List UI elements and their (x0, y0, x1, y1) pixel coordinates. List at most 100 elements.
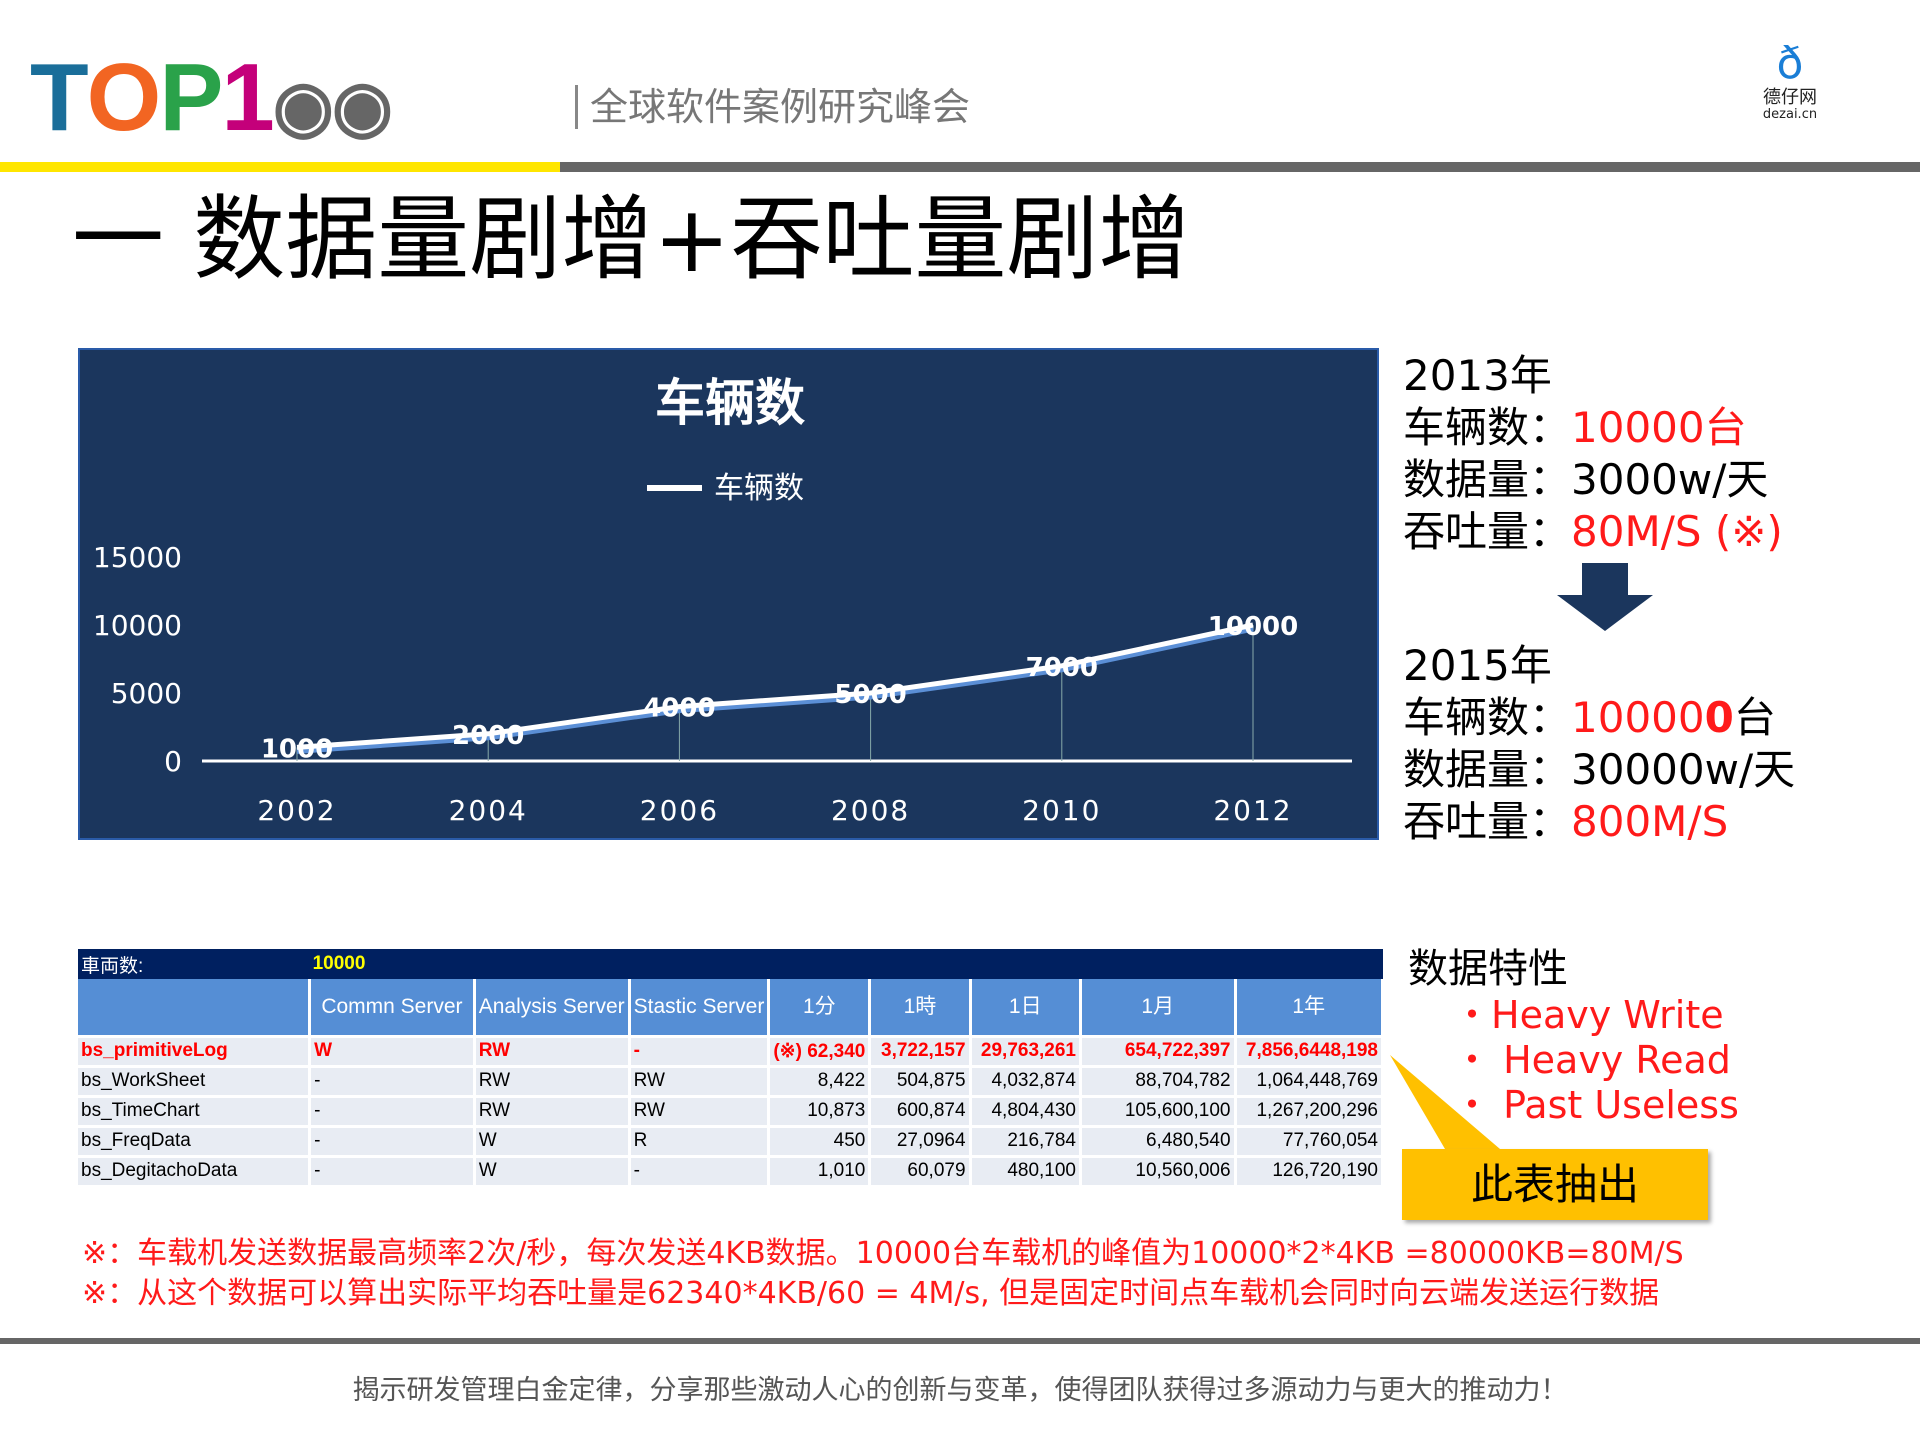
callout-box: 此表抽出 (1402, 1149, 1708, 1220)
table-cell: 216,784 (970, 1126, 1083, 1158)
data-label: 7000 (1026, 653, 1098, 683)
column-header: 1月 (1080, 979, 1237, 1038)
table-row: bs_WorkSheet - RW RW 8,422 504,875 4,032,874 88… (78, 1066, 1385, 1098)
stats-2015: 2015年 车辆数：100000台 数据量：30000w/天 吞吐量：800M/… (1403, 640, 1795, 848)
data-value: 30000w/天 (1571, 745, 1796, 794)
table-cell: 480,100 (970, 1156, 1083, 1188)
label: 车辆数： (1403, 403, 1572, 452)
vehicles-unit: 台 (1733, 693, 1776, 742)
feature-item: ・ Past Useless (1453, 1083, 1739, 1127)
x-tick-label: 2012 (1213, 794, 1292, 827)
data-label: 10000 (1208, 612, 1298, 642)
vehicle-count-chart: 车辆数 车辆数 15000 10000 5000 0 2002 2004 2006 2008 2… (78, 348, 1379, 840)
page-title: 一 数据量剧增+吞吐量剧增 (72, 186, 1191, 293)
table-cell: bs_primitiveLog (78, 1036, 312, 1068)
footer-slogan: 揭示研发管理白金定律，分享那些激动人心的创新与变革，使得团队获得过多源动力与更大… (352, 1375, 1568, 1406)
table-cell: 7,856,6448,198 (1235, 1036, 1385, 1068)
table-cell: - (629, 1156, 771, 1188)
table-cell: R (629, 1126, 771, 1158)
label: 吞吐量： (1403, 797, 1572, 846)
top-label: 車両数: (78, 949, 310, 979)
table-top-row: 車両数: 10000 (78, 949, 1383, 979)
footnote-1: ※：车载机发送数据最高频率2次/秒，每次发送4KB数据。10000台车载机的峰值… (82, 1236, 1684, 1271)
x-tick-label: 2010 (1022, 794, 1101, 827)
feature-item: ・Heavy Write (1453, 993, 1724, 1037)
conference-subtitle: 全球软件案例研究峰会 (575, 85, 970, 129)
table-cell: W (474, 1156, 631, 1188)
label: 吞吐量： (1403, 507, 1572, 556)
table-row: bs_TimeChart - RW RW 10,873 600,874 4,804,430 1… (78, 1096, 1385, 1128)
year-2013: 2013年 (1403, 351, 1552, 400)
x-tick-label: 2006 (640, 794, 719, 827)
features-title: 数据特性 (1408, 946, 1568, 992)
table-cell: RW (474, 1096, 631, 1128)
top1-logo: TOP1◉◉ (30, 44, 393, 151)
throughput-value: 80M/S (※) (1571, 507, 1783, 556)
x-tick-label: 2002 (257, 794, 336, 827)
table-cell: 1,267,200,296 (1235, 1096, 1385, 1128)
data-label: 2000 (452, 721, 524, 751)
y-tick-label: 10000 (93, 609, 182, 642)
table-cell: 1,064,448,769 (1235, 1066, 1385, 1098)
table-cell: RW (474, 1036, 631, 1068)
table-cell: - (309, 1066, 476, 1098)
callout-pointer (1390, 1055, 1500, 1149)
data-label: 4000 (643, 694, 715, 724)
top-value: 10000 (309, 949, 1383, 979)
column-header: Stastic Server (629, 979, 771, 1038)
legend-label: 车辆数 (714, 471, 804, 506)
table-cell: 10,873 (768, 1096, 872, 1128)
series-line (296, 622, 1254, 750)
dezai-logo: ð 德仔网 dezai.cn (1755, 38, 1825, 122)
table-cell: 10,560,006 (1080, 1156, 1237, 1188)
column-header: 1年 (1235, 979, 1385, 1038)
table-cell: 1,010 (768, 1156, 872, 1188)
table-cell: 126,720,190 (1235, 1156, 1385, 1188)
table-row: bs_DegitachoData - W -1,010 60,079 480,100 10,… (78, 1156, 1385, 1188)
table-cell: 88,704,782 (1080, 1066, 1237, 1098)
table-row: bs_primitiveLog W RW - (※) 62,340 3,722,157 29… (78, 1036, 1385, 1068)
table-cell: - (309, 1156, 476, 1188)
y-tick-label: 0 (164, 745, 182, 778)
table-cell: 4,804,430 (970, 1096, 1083, 1128)
table-cell: 77,760,054 (1235, 1126, 1385, 1158)
table-cell: 504,875 (869, 1066, 972, 1098)
chart-svg: 车辆数 车辆数 15000 10000 5000 0 2002 2004 2006 2008 2… (93, 374, 1352, 827)
arrow-down-icon (1557, 563, 1653, 631)
footer-divider (0, 1338, 1920, 1344)
data-label: 1000 (261, 734, 333, 764)
column-header (78, 979, 312, 1038)
stats-2013: 2013年 车辆数：10000台 数据量：3000w/天 吞吐量：80M/S (… (1403, 350, 1783, 558)
header-divider-yellow (0, 162, 560, 172)
table-cell: bs_WorkSheet (78, 1066, 312, 1098)
vehicles-value-extra-zero: 0 (1704, 693, 1734, 742)
table-cell: RW (629, 1066, 771, 1098)
data-label: 5000 (834, 680, 906, 710)
column-header: 1日 (970, 979, 1083, 1038)
data-value: 3000w/天 (1571, 455, 1769, 504)
table-cell: 600,874 (869, 1096, 972, 1128)
x-tick-label: 2008 (831, 794, 910, 827)
table-cell: - (309, 1096, 476, 1128)
year-2015: 2015年 (1403, 641, 1552, 690)
table-cell: bs_TimeChart (78, 1096, 312, 1128)
data-volume-table: 車両数: 10000 Commn Server Analysis Server Stas… (78, 949, 1385, 1188)
table-cell: RW (474, 1066, 631, 1098)
table-row: bs_FreqData - W R 450 27,0964 216,784 6,480,540… (78, 1126, 1385, 1158)
column-header: Commn Server (309, 979, 476, 1038)
column-header: Analysis Server (474, 979, 631, 1038)
droplet-icon: ð (1776, 38, 1804, 89)
feature-item: ・ Heavy Read (1453, 1038, 1731, 1082)
series-line-shadow (296, 626, 1254, 754)
chart-title: 车辆数 (655, 374, 805, 432)
table-cell: (※) 62,340 (768, 1036, 872, 1068)
throughput-value: 800M/S (1571, 797, 1729, 846)
y-tick-label: 5000 (111, 677, 182, 710)
table-cell: bs_DegitachoData (78, 1156, 312, 1188)
y-tick-label: 15000 (93, 541, 182, 574)
column-header: 1分 (768, 979, 872, 1038)
column-header: 1時 (869, 979, 972, 1038)
table-cell: 29,763,261 (970, 1036, 1083, 1068)
label: 数据量： (1403, 455, 1572, 504)
table-cell: - (309, 1126, 476, 1158)
